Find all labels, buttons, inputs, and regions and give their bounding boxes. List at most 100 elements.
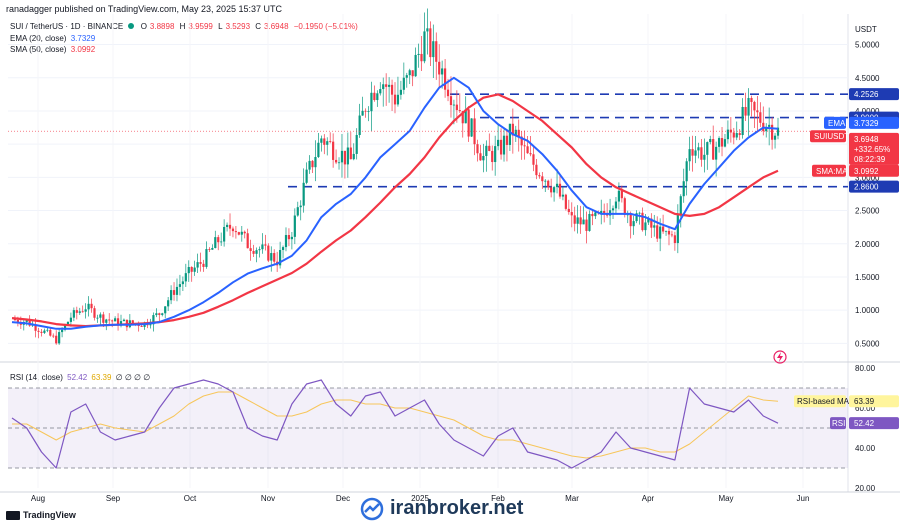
candle-body bbox=[429, 28, 432, 58]
close-value: 3.6948 bbox=[264, 22, 289, 31]
indicator-lines bbox=[8, 76, 848, 469]
candle-body bbox=[641, 212, 644, 231]
candle-body bbox=[184, 273, 187, 282]
candle-body bbox=[529, 153, 532, 155]
low-value: 3.5293 bbox=[225, 22, 251, 31]
open-value: 3.8898 bbox=[149, 22, 175, 31]
candle-body bbox=[396, 94, 400, 105]
time-tick-label: Feb bbox=[491, 494, 505, 503]
candle-body bbox=[691, 149, 694, 156]
candle-body bbox=[653, 225, 656, 228]
candle-body bbox=[517, 129, 520, 137]
candle-body bbox=[564, 194, 567, 209]
price-tick-label: 1.5000 bbox=[855, 273, 880, 282]
candle-body bbox=[426, 28, 429, 32]
level-tag-bg bbox=[849, 88, 899, 101]
candle-body bbox=[178, 284, 182, 287]
price-tag-label-bg bbox=[810, 130, 846, 143]
time-axis[interactable]: Aug Sep Oct Nov Dec 2025 Feb Mar Apr May Jun bbox=[31, 494, 810, 503]
candle-body bbox=[673, 235, 676, 244]
candles bbox=[13, 8, 780, 345]
candle-body bbox=[388, 84, 391, 87]
rsi-tag: 52.42 bbox=[854, 419, 875, 428]
candle-body bbox=[399, 89, 402, 95]
candle-body bbox=[93, 308, 96, 318]
rsi-label: RSI bbox=[832, 419, 845, 428]
candle-body bbox=[16, 319, 19, 323]
candle-body bbox=[385, 84, 388, 87]
candle-body bbox=[208, 249, 211, 250]
candle-body bbox=[228, 224, 232, 229]
candle-body bbox=[314, 157, 317, 168]
candle-body bbox=[326, 141, 329, 145]
candle-body bbox=[240, 231, 243, 235]
candle-body bbox=[502, 135, 506, 155]
candle-body bbox=[308, 160, 311, 170]
candle-body bbox=[664, 230, 668, 232]
candle-body bbox=[279, 250, 282, 266]
candle-body bbox=[402, 77, 405, 90]
time-tick-label: Apr bbox=[642, 494, 655, 503]
candle-body bbox=[111, 320, 114, 322]
candle-body bbox=[34, 324, 37, 331]
flash-icon[interactable] bbox=[773, 350, 787, 364]
candle-body bbox=[317, 142, 320, 158]
candle-body bbox=[323, 138, 326, 145]
candle-body bbox=[281, 247, 285, 251]
candle-body bbox=[172, 290, 176, 295]
candle-body bbox=[614, 201, 618, 209]
candle-body bbox=[452, 104, 456, 106]
candle-body bbox=[662, 226, 665, 232]
candle-body bbox=[600, 210, 603, 214]
candle-body bbox=[255, 250, 258, 254]
tradingview-brand[interactable]: TradingView bbox=[6, 510, 76, 521]
candle-body bbox=[491, 150, 494, 163]
candle-body bbox=[290, 236, 293, 240]
candle-body bbox=[320, 138, 323, 143]
candle-body bbox=[464, 109, 467, 124]
candle-body bbox=[715, 146, 718, 160]
candle-body bbox=[99, 314, 102, 318]
time-tick-label: Oct bbox=[184, 494, 197, 503]
candle-body bbox=[511, 123, 514, 136]
rsi-legend[interactable]: RSI (14, close) 52.42 63.39 ∅ ∅ ∅ ∅ bbox=[10, 373, 151, 382]
candle-body bbox=[776, 127, 780, 136]
level-tag-bg bbox=[849, 180, 899, 193]
candle-body bbox=[102, 314, 105, 323]
rsi-tick-label: 80.00 bbox=[855, 364, 876, 373]
candle-body bbox=[58, 332, 61, 344]
price-tags: 4.25263.90002.86003.7329EMA3.6948+332.65… bbox=[794, 88, 899, 430]
candle-body bbox=[717, 138, 721, 147]
candle-body bbox=[729, 129, 732, 133]
candle-body bbox=[287, 235, 291, 240]
rsi-pane bbox=[8, 387, 848, 469]
candle-body bbox=[358, 115, 361, 136]
candle-body bbox=[302, 182, 305, 206]
ema-tag-label: EMA bbox=[828, 119, 846, 128]
rsi-ma-label-bg bbox=[794, 395, 846, 408]
candle-body bbox=[169, 290, 173, 301]
candle-body bbox=[364, 110, 367, 112]
candle-body bbox=[611, 208, 615, 211]
candle-body bbox=[765, 126, 768, 132]
candle-body bbox=[190, 267, 193, 272]
candle-body bbox=[149, 324, 152, 326]
candle-body bbox=[379, 89, 382, 94]
price-axis[interactable]: 5.00004.50004.00003.50003.00002.50002.00… bbox=[855, 41, 880, 493]
sma-tag-label: SMA:MA bbox=[816, 167, 848, 176]
watermark-logo-icon bbox=[360, 497, 384, 521]
price-tag-value: 3.6948 bbox=[854, 135, 879, 144]
candle-body bbox=[732, 132, 735, 138]
price-tick-label: 5.0000 bbox=[855, 41, 880, 50]
candle-body bbox=[296, 207, 299, 216]
candle-body bbox=[87, 303, 90, 310]
candle-body bbox=[476, 144, 479, 154]
candle-body bbox=[550, 187, 553, 193]
candle-body bbox=[635, 213, 638, 222]
candle-body bbox=[28, 319, 31, 326]
candle-body bbox=[63, 324, 67, 330]
time-tick-label: Dec bbox=[336, 494, 350, 503]
candle-body bbox=[446, 89, 450, 97]
